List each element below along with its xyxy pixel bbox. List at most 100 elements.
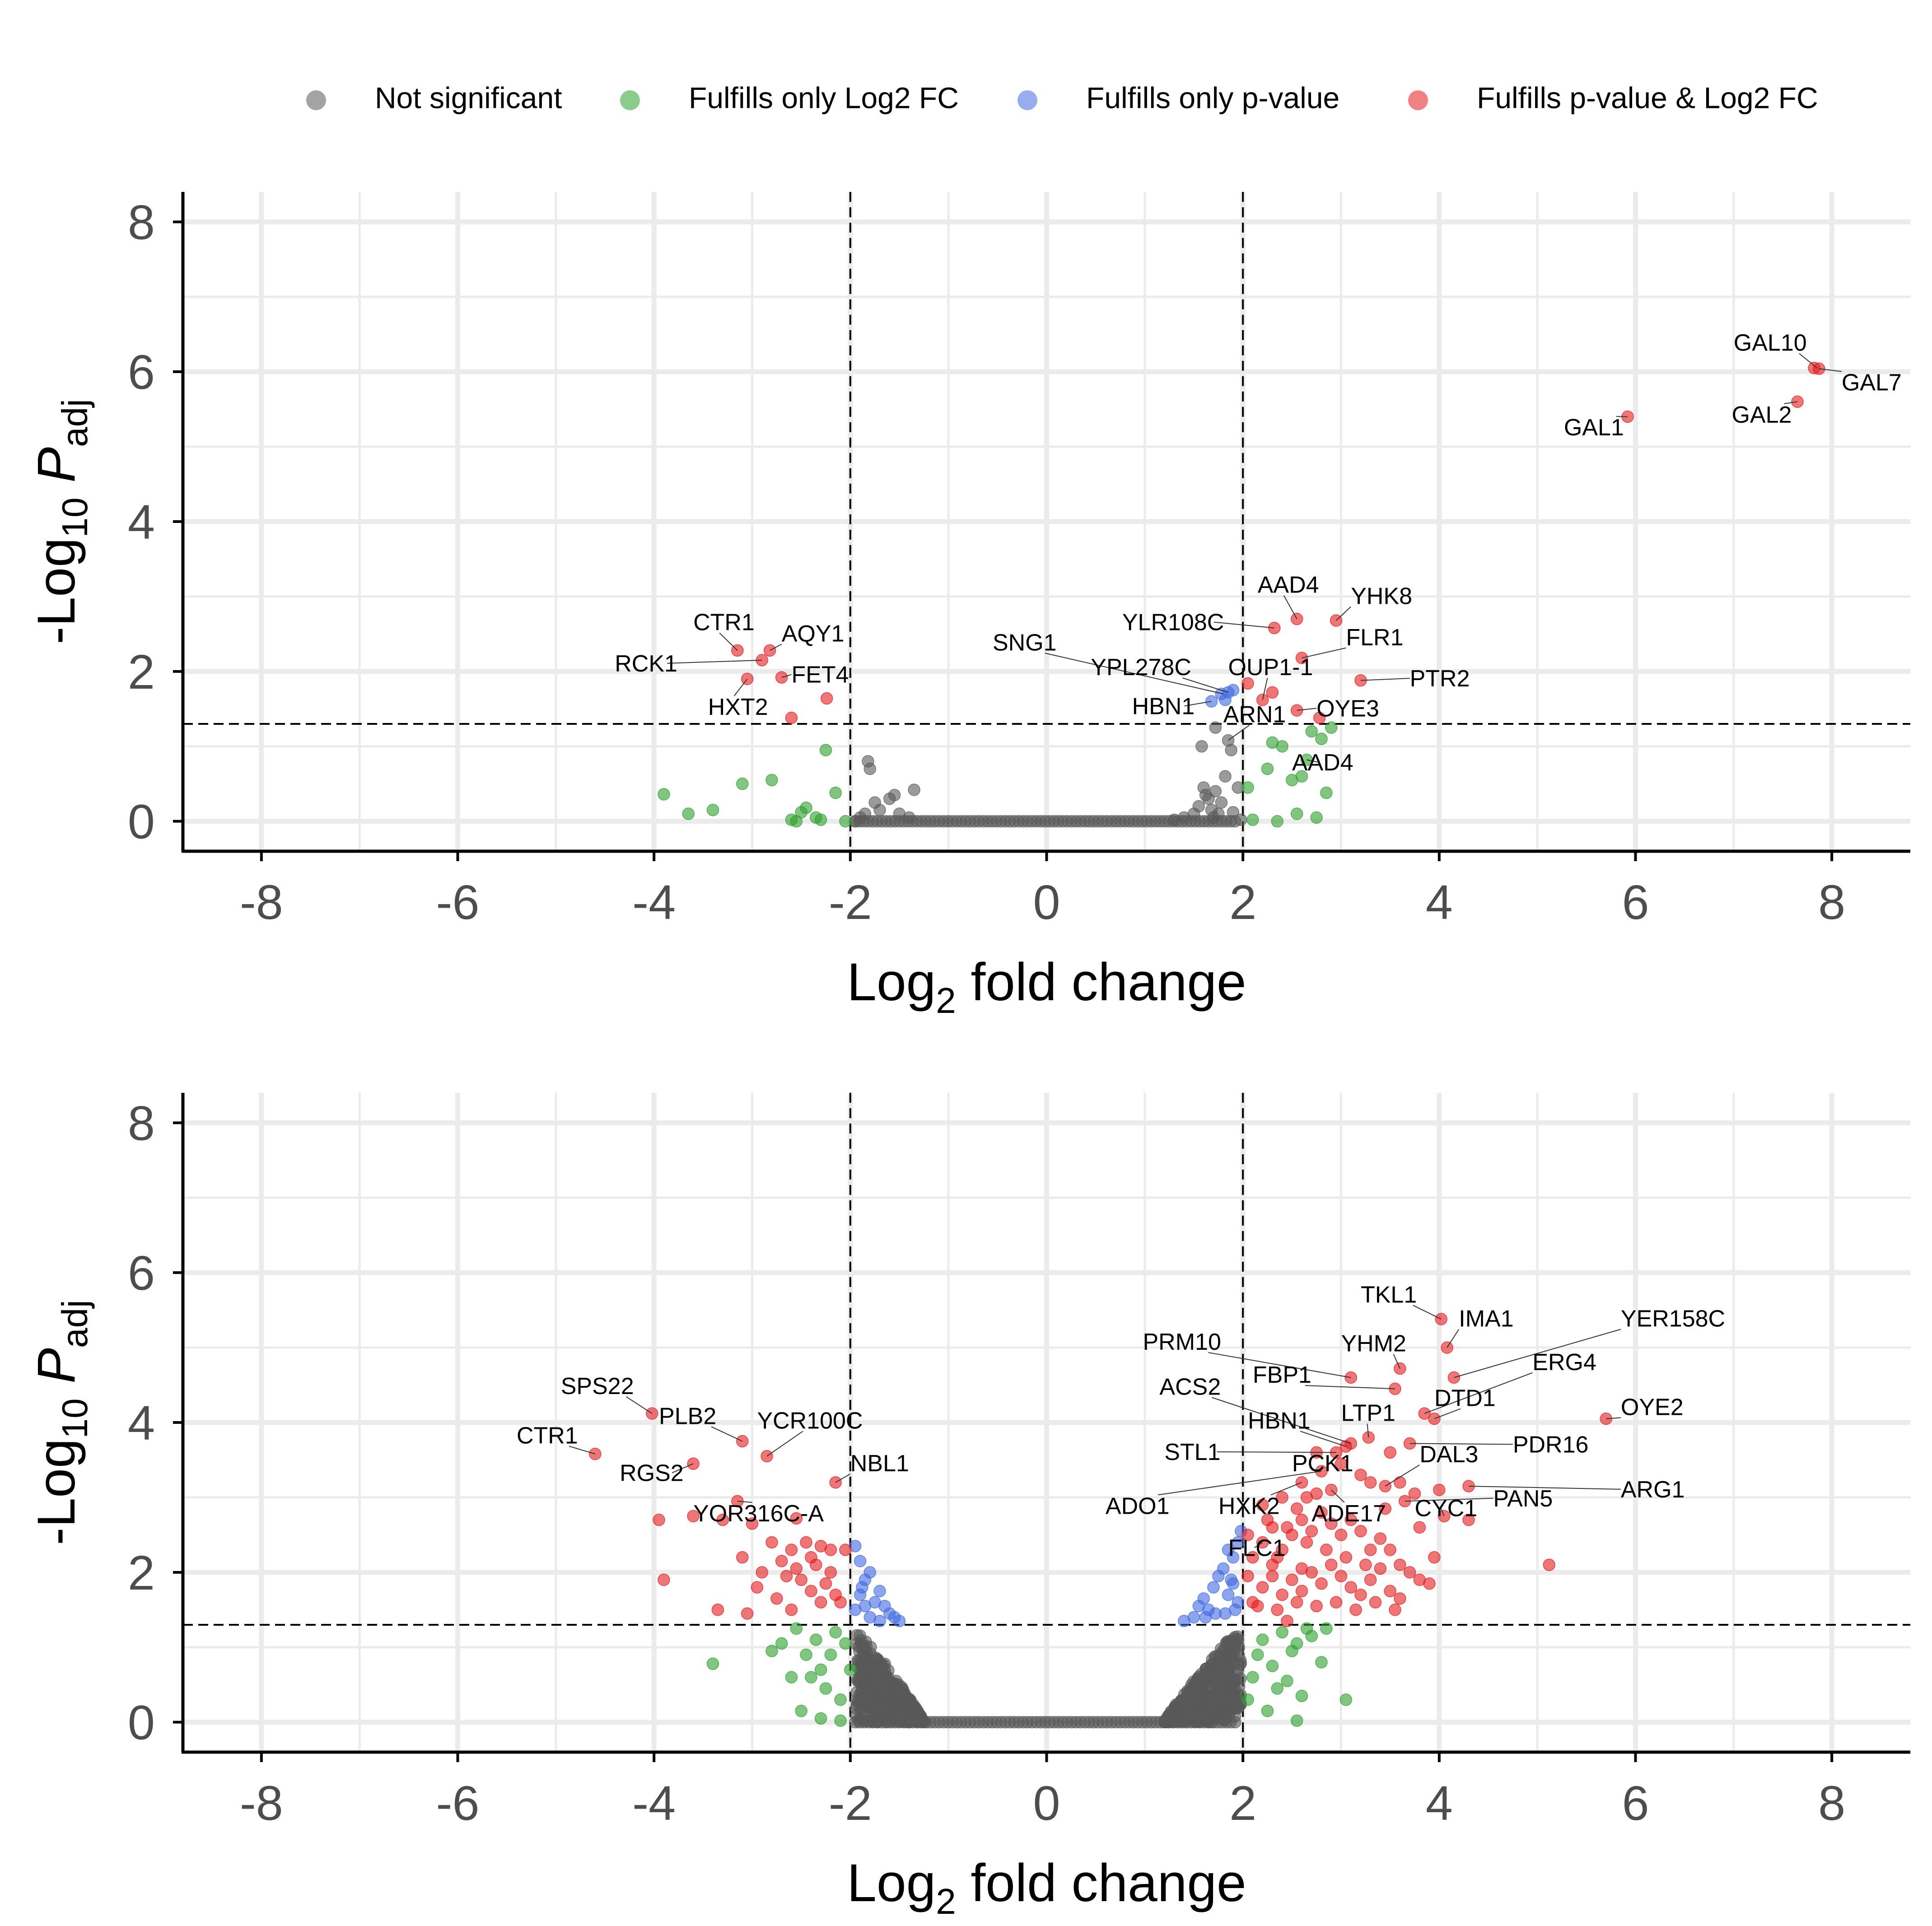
y-axis-title-subscript: adj — [55, 1300, 95, 1348]
data-point-ns — [1234, 1654, 1247, 1667]
label-connector — [1182, 677, 1228, 693]
gene-label: FLR1 — [1346, 625, 1403, 651]
data-point-fc — [844, 1663, 857, 1676]
label-connector — [1405, 1497, 1493, 1502]
gene-label: FLC1 — [1228, 1535, 1286, 1561]
y-tick-label: 8 — [128, 1096, 155, 1150]
data-point-fc — [1339, 1693, 1353, 1706]
x-tick-label: 4 — [1426, 1776, 1453, 1830]
data-point-both — [1315, 1577, 1328, 1590]
data-point-both — [824, 1544, 837, 1556]
data-point-fc — [829, 1626, 842, 1639]
label-connector — [1616, 416, 1628, 417]
label-connector — [1254, 1542, 1263, 1548]
data-point-ns — [888, 1684, 901, 1697]
data-point-both — [1543, 1558, 1555, 1571]
label-connector — [1393, 1353, 1400, 1369]
data-point-both — [790, 1512, 803, 1525]
gene-label: YPL278C — [1091, 654, 1191, 681]
data-point-fc — [658, 788, 670, 801]
data-point-fc — [1320, 786, 1333, 799]
data-point-both — [1310, 1600, 1323, 1613]
y-tick-label: 6 — [128, 1245, 155, 1300]
gene-labels: GAL10 GAL7 GAL2 GAL1 AAD4 YHK8 YLR108C FLR1 PTR2… — [615, 330, 1902, 776]
label-connector — [1184, 701, 1212, 707]
gene-label: GAL10 — [1734, 330, 1807, 356]
data-point-ns — [1230, 1668, 1243, 1681]
data-point-both — [814, 1596, 827, 1609]
data-point-p — [1178, 1614, 1190, 1628]
data-point-fc — [814, 1663, 827, 1676]
gene-label: YCR100C — [757, 1408, 863, 1434]
data-point-both — [1330, 1596, 1343, 1609]
gene-label: YHM2 — [1341, 1330, 1406, 1357]
label-connector — [770, 644, 782, 651]
data-point-fc — [800, 1648, 812, 1661]
gene-label: FBP1 — [1253, 1362, 1311, 1388]
gene-label: YLR108C — [1122, 610, 1224, 636]
data-point-fc — [1241, 1693, 1254, 1706]
gene-label: OUP1-1 — [1228, 654, 1313, 681]
data-point-both — [1335, 1457, 1348, 1470]
label-connector — [1367, 1423, 1369, 1438]
data-point-both — [1300, 1536, 1313, 1549]
data-point-fc — [814, 1712, 827, 1725]
data-point-fc — [805, 1671, 817, 1684]
gene-label: PDR16 — [1513, 1432, 1589, 1458]
data-point-both — [1413, 1521, 1426, 1534]
label-connector — [1208, 1352, 1351, 1378]
gene-label: ADO1 — [1106, 1493, 1170, 1519]
label-connector — [1270, 1482, 1302, 1496]
data-point-both — [1271, 1551, 1283, 1564]
data-point-both — [1276, 1588, 1288, 1601]
x-tick-label: -6 — [436, 875, 480, 929]
data-point-both — [741, 1607, 754, 1620]
label-connector — [1213, 621, 1274, 629]
data-point-p — [863, 1566, 877, 1579]
data-point-ns — [1212, 807, 1225, 820]
data-point-ns — [1197, 1696, 1210, 1709]
data-point-ns — [895, 1714, 908, 1727]
data-point-both — [1364, 1573, 1377, 1586]
data-point-p — [1232, 1596, 1245, 1609]
gene-label: ADE17 — [1311, 1501, 1386, 1527]
x-tick-label: 2 — [1229, 1776, 1256, 1830]
data-point-fc — [1325, 721, 1338, 734]
data-point-fc — [824, 1648, 837, 1661]
gene-label: PLB2 — [659, 1403, 716, 1429]
y-axis-title: -Log10 Padj — [27, 1300, 95, 1545]
gene-label: DTD1 — [1434, 1385, 1496, 1412]
data-point-both — [1295, 1585, 1308, 1598]
data-point-both — [1313, 711, 1326, 724]
data-point-ns — [863, 762, 877, 775]
data-point-ns — [1171, 1699, 1184, 1712]
data-point-both — [824, 1566, 837, 1579]
gene-labels: TKL1 IMA1 YER158C YHM2 PRM10 ERG4 FBP1 ACS2 DTD1… — [517, 1282, 1725, 1562]
data-point-ns — [1228, 1710, 1241, 1723]
data-point-p — [1197, 1592, 1210, 1605]
gene-label: OYE2 — [1621, 1394, 1684, 1420]
points — [589, 1313, 1613, 1729]
data-point-both — [1339, 1551, 1353, 1564]
data-point-ns — [1209, 721, 1222, 734]
data-point-fc — [1241, 781, 1254, 794]
data-point-fc — [800, 802, 812, 814]
data-point-both — [1295, 1513, 1308, 1526]
data-point-ns — [859, 1678, 872, 1690]
legend-key-p — [1017, 90, 1037, 110]
y-tick-label: 0 — [128, 794, 155, 849]
data-point-fc — [1300, 1622, 1313, 1635]
legend: Not significant Fulfills only Log2 FC Fulf… — [306, 81, 1818, 114]
gene-label: ACS2 — [1159, 1374, 1221, 1400]
data-point-ns — [1232, 1680, 1246, 1693]
label-connector — [1799, 353, 1818, 368]
gene-label: GAL7 — [1842, 370, 1902, 396]
gene-label: NBL1 — [850, 1450, 909, 1477]
y-axis-title-subscript: 10 — [55, 1399, 95, 1439]
data-point-fc — [1315, 732, 1328, 745]
data-point-fc — [839, 1637, 852, 1650]
gene-label: OYE3 — [1316, 695, 1379, 722]
legend-label-p: Fulfills only p-value — [1086, 81, 1339, 114]
data-point-both — [1335, 1529, 1348, 1541]
